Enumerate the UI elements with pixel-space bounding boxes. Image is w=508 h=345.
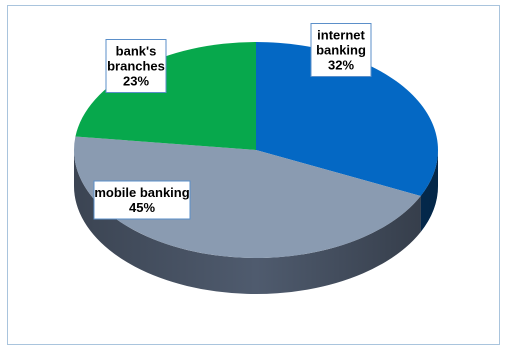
pie-slice-mobile-banking — [74, 136, 421, 258]
pie-slice-internet-banking — [256, 42, 438, 196]
pie-top-layer — [74, 42, 438, 258]
data-label-name: banking — [316, 43, 366, 58]
data-label-value: 45% — [129, 200, 155, 215]
data-label-box — [310, 23, 372, 77]
pie-side-layer — [74, 150, 438, 294]
data-label-name: branches — [107, 59, 165, 74]
data-label-name: mobile banking — [94, 185, 189, 200]
data-label-name: internet — [317, 28, 365, 43]
pie-slice-bank-s-branches — [75, 42, 257, 150]
data-label-value: 23% — [123, 74, 149, 89]
pie-side-shade — [74, 150, 438, 294]
data-label-value: 32% — [328, 58, 354, 73]
data-label-name: bank's — [116, 44, 157, 59]
data-label-box — [93, 180, 191, 220]
data-label-box — [105, 39, 167, 93]
